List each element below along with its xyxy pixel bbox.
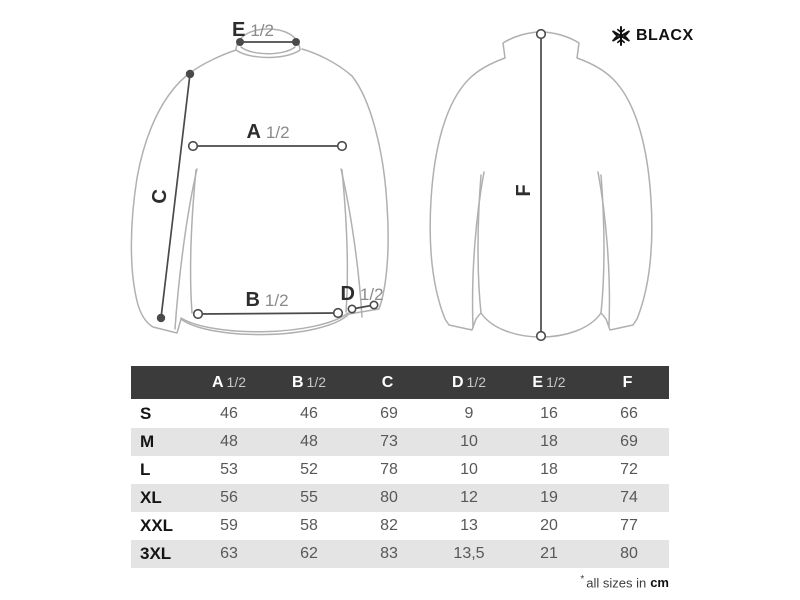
column-header-f: F xyxy=(589,374,669,392)
size-value-cell: 80 xyxy=(620,545,638,562)
footnote-unit: cm xyxy=(650,575,669,591)
size-table: A 1/2 B 1/2 C D 1/2 E 1/2 F S 46 46 69 9 xyxy=(131,366,669,568)
size-value-cell: 83 xyxy=(380,545,398,562)
measure-fraction: 1/2 xyxy=(264,291,289,310)
measure-letter: E xyxy=(232,19,247,41)
measure-letter: A xyxy=(246,121,262,143)
size-value-cell: 20 xyxy=(540,517,558,534)
column-header-e: E 1/2 xyxy=(509,374,589,392)
size-value-cell: 78 xyxy=(380,461,398,478)
size-value-cell: 12 xyxy=(460,489,478,506)
size-value-cell: 62 xyxy=(300,545,318,562)
footnote-asterisk: * xyxy=(580,574,585,585)
table-row-3xl: 3XL 63 62 83 13,5 21 80 xyxy=(131,540,669,568)
size-value-cell: 9 xyxy=(464,405,474,422)
size-label: L xyxy=(140,460,151,479)
size-value-cell: 21 xyxy=(540,545,558,562)
size-label: M xyxy=(140,432,155,451)
size-value-cell: 58 xyxy=(300,517,318,534)
size-value-cell: 18 xyxy=(540,461,558,478)
snowflake-icon xyxy=(612,26,630,46)
size-label: XXL xyxy=(140,516,174,535)
size-value-cell: 53 xyxy=(220,461,238,478)
brand-logo: BLACX xyxy=(611,26,694,46)
size-label: XL xyxy=(140,488,162,507)
size-value-cell: 46 xyxy=(220,405,238,422)
measure-label-f: F xyxy=(513,178,535,202)
size-value-cell: 63 xyxy=(220,545,238,562)
column-header-d: D 1/2 xyxy=(429,374,509,392)
size-value-cell: 48 xyxy=(220,433,238,450)
back-jacket-outline xyxy=(429,31,653,338)
size-value-cell: 55 xyxy=(300,489,318,506)
measure-fraction: 1/2 xyxy=(250,21,274,40)
table-row-xxl: XXL 59 58 82 13 20 77 xyxy=(131,512,669,540)
header-letter: B xyxy=(291,373,304,391)
table-header-row: A 1/2 B 1/2 C D 1/2 E 1/2 F xyxy=(131,366,669,399)
size-value-cell: 69 xyxy=(380,405,398,422)
measure-label-b: B 1/2 xyxy=(232,290,302,310)
size-value-cell: 66 xyxy=(620,405,638,422)
size-value-cell: 18 xyxy=(540,433,558,450)
size-value-cell: 77 xyxy=(620,517,638,534)
measure-label-d: D 1/2 xyxy=(338,284,386,304)
measure-line-c xyxy=(160,73,191,319)
measure-letter: B xyxy=(245,289,261,311)
header-letter: F xyxy=(622,373,633,391)
size-value-cell: 74 xyxy=(620,489,638,506)
column-header-a: A 1/2 xyxy=(189,374,269,392)
size-value-cell: 13 xyxy=(460,517,478,534)
header-fraction: 1/2 xyxy=(546,373,566,390)
measure-letter: F xyxy=(513,183,535,197)
measure-fraction: 1/2 xyxy=(359,285,384,304)
size-value-cell: 56 xyxy=(220,489,238,506)
header-letter: C xyxy=(381,373,394,391)
size-value-cell: 48 xyxy=(300,433,318,450)
size-value-cell: 10 xyxy=(460,461,478,478)
measure-label-c: C xyxy=(148,183,172,209)
size-value-cell: 19 xyxy=(540,489,558,506)
column-header-b: B 1/2 xyxy=(269,374,349,392)
jacket-measurement-diagram xyxy=(130,28,653,342)
table-row-m: M 48 48 73 10 18 69 xyxy=(131,428,669,456)
size-value-cell: 10 xyxy=(460,433,478,450)
size-value-cell: 73 xyxy=(380,433,398,450)
table-row-s: S 46 46 69 9 16 66 xyxy=(131,400,669,428)
table-row-xl: XL 56 55 80 12 19 74 xyxy=(131,484,669,512)
size-value-cell: 72 xyxy=(620,461,638,478)
measure-label-a: A 1/2 xyxy=(233,122,303,142)
measure-letter: D xyxy=(340,283,356,305)
header-fraction: 1/2 xyxy=(226,373,247,390)
size-label: 3XL xyxy=(140,544,172,563)
size-value-cell: 59 xyxy=(220,517,238,534)
column-header-c: C xyxy=(349,374,429,392)
measurement-endpoints xyxy=(156,28,547,342)
size-value-cell: 13,5 xyxy=(453,545,485,562)
table-row-l: L 53 52 78 10 18 72 xyxy=(131,456,669,484)
header-fraction: 1/2 xyxy=(466,373,487,390)
size-value-cell: 52 xyxy=(300,461,318,478)
header-letter: D xyxy=(451,373,464,391)
size-value-cell: 80 xyxy=(380,489,398,506)
size-value-cell: 69 xyxy=(620,433,638,450)
measure-fraction: 1/2 xyxy=(265,123,290,142)
size-value-cell: 82 xyxy=(380,517,398,534)
measure-letter: C xyxy=(148,187,172,205)
measure-line-b xyxy=(197,312,339,315)
header-fraction: 1/2 xyxy=(306,373,327,390)
size-label: S xyxy=(140,404,152,423)
size-value-cell: 16 xyxy=(540,405,558,422)
header-letter: A xyxy=(211,373,224,391)
brand-name: BLACX xyxy=(636,27,694,44)
units-footnote: * all sizes in cm xyxy=(131,574,669,590)
front-jacket-outline xyxy=(130,28,389,336)
measure-label-e: E 1/2 xyxy=(228,20,278,40)
footnote-text: all sizes in xyxy=(586,575,647,591)
header-letter: E xyxy=(532,373,544,391)
size-value-cell: 46 xyxy=(300,405,318,422)
